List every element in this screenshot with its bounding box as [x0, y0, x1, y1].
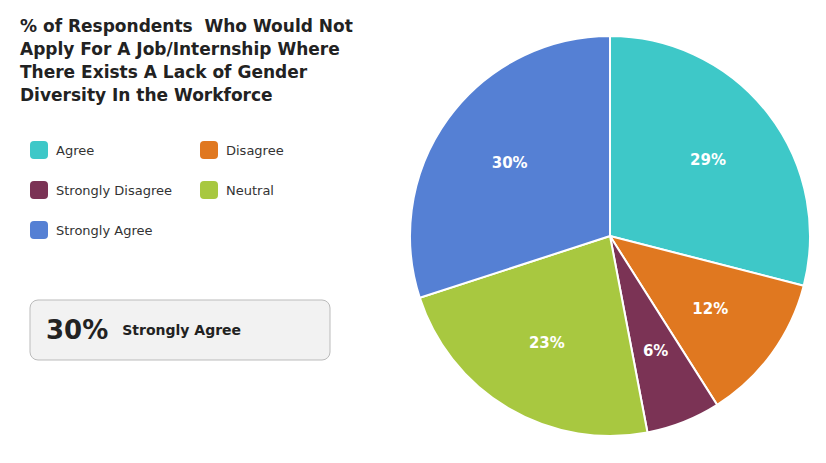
legend-swatch: [30, 141, 48, 159]
legend-item: Disagree: [200, 141, 284, 159]
data-labels: 29% 12% 6% 23% 30%: [492, 151, 729, 360]
legend-swatch: [30, 221, 48, 239]
annotation: 30%: [46, 315, 108, 345]
pie: [410, 36, 810, 436]
legend: Agree Disagree Strongly Disagree Neutral Str…: [30, 141, 284, 239]
data-label: 12%: [692, 300, 728, 318]
data-label: 6%: [643, 342, 668, 360]
chart-title: % of Respondents Who Would NotApply For …: [20, 16, 353, 105]
legend-label: Neutral: [226, 183, 274, 198]
data-label: 29%: [690, 151, 726, 169]
pie-slice: [410, 36, 610, 298]
legend-label: Strongly Disagree: [56, 183, 172, 198]
legend-item: Strongly Agree: [30, 221, 153, 239]
legend-swatch: [200, 141, 218, 159]
legend-item: Neutral: [200, 181, 274, 199]
callout-box: [30, 300, 330, 360]
legend-swatch: [200, 181, 218, 199]
data-label: 30%: [492, 154, 528, 172]
legend-swatch: [30, 181, 48, 199]
legend-item: Agree: [30, 141, 94, 159]
legend-item: Strongly Disagree: [30, 181, 172, 199]
legend-label: Disagree: [226, 143, 284, 158]
legend-label: Strongly Agree: [56, 223, 153, 238]
chart-root: % of Respondents Who Would NotApply For …: [0, 0, 826, 463]
legend-label: Agree: [56, 143, 94, 158]
annotation: Strongly Agree: [122, 322, 241, 338]
callout: 30% Strongly Agree: [30, 300, 330, 360]
data-label: 23%: [529, 334, 565, 352]
